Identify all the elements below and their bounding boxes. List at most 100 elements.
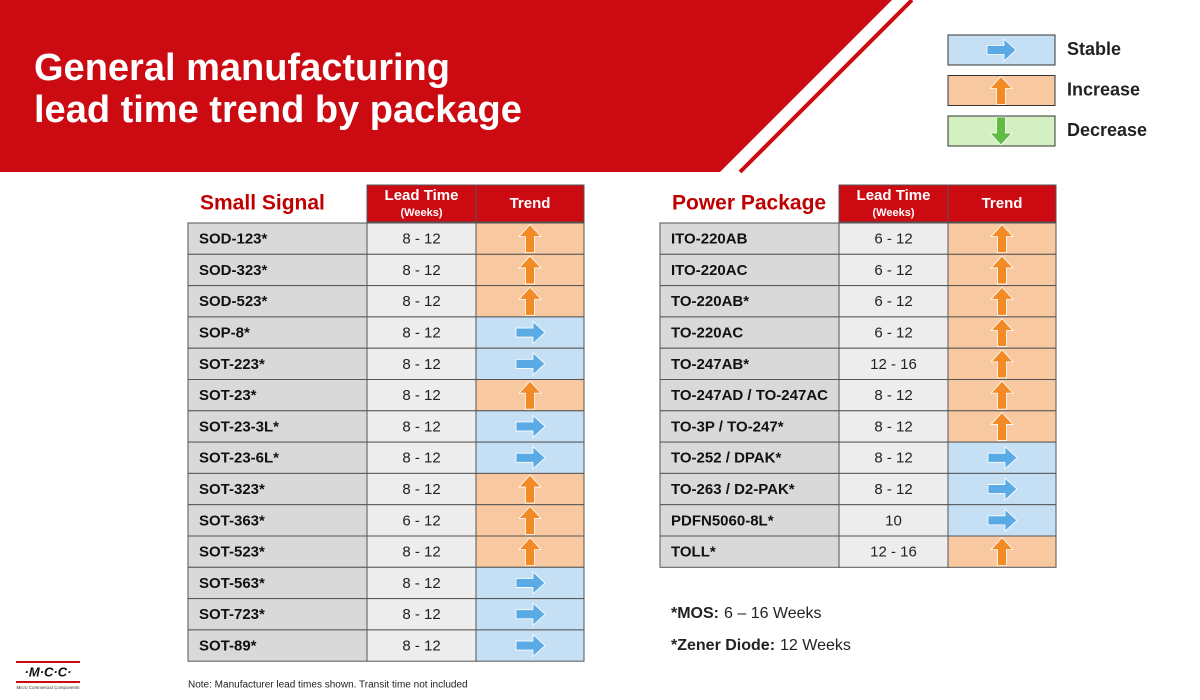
- package-name: ITO-220AB: [671, 231, 748, 248]
- trend-arrow: [987, 508, 1018, 533]
- trend-arrow: [518, 255, 542, 285]
- package-cell: [187, 222, 368, 255]
- lead-cell: [366, 629, 477, 662]
- package-name: SOP-8*: [199, 325, 250, 342]
- package-cell: [659, 253, 840, 287]
- package-name: TO-247AD / TO-247AC: [671, 387, 828, 404]
- lead-time: 8 - 12: [402, 387, 440, 404]
- package-name: SOT-363*: [199, 512, 265, 529]
- title-line: lead time trend by package: [34, 89, 522, 131]
- lead-time: 8 - 12: [402, 293, 440, 310]
- lead-time: 8 - 12: [874, 418, 912, 435]
- note-text: 12 Weeks: [780, 637, 851, 654]
- lead-time: 8 - 12: [874, 450, 912, 467]
- package-cell: [187, 504, 368, 537]
- lead-time: 8 - 12: [402, 575, 440, 592]
- trend-arrow: [518, 505, 542, 535]
- lead-cell: [366, 441, 477, 474]
- lead-time: 8 - 12: [402, 638, 440, 655]
- lead-time: 6 - 12: [874, 293, 912, 310]
- banner: [0, 0, 892, 172]
- package-name: TO-220AB*: [671, 293, 749, 310]
- package-cell: [187, 285, 368, 318]
- trend-arrow: [989, 116, 1013, 146]
- header-cell: [475, 184, 585, 223]
- trend-arrow: [990, 317, 1014, 347]
- header-cell: [366, 184, 477, 223]
- lead-cell: [838, 253, 949, 287]
- lead-cell: [838, 535, 949, 568]
- package-name: SOT-323*: [199, 481, 265, 498]
- package-cell: [187, 410, 368, 443]
- legend-label: Stable: [1067, 39, 1121, 59]
- package-name: SOT-223*: [199, 356, 265, 373]
- package-name: TO-252 / DPAK*: [671, 450, 781, 467]
- note-bold: *MOS:: [671, 605, 719, 622]
- package-name: TO-247AB*: [671, 356, 749, 373]
- trend-arrow: [518, 537, 542, 567]
- legend-label: Decrease: [1067, 120, 1147, 140]
- lead-time: 6 - 12: [402, 512, 440, 529]
- table-title: Power Package: [672, 192, 826, 215]
- trend-arrow: [515, 633, 546, 658]
- package-name: ITO-220AC: [671, 262, 748, 279]
- package-name: SOT-563*: [199, 575, 265, 592]
- package-name: SOT-723*: [199, 606, 265, 623]
- lead-time: 8 - 12: [402, 325, 440, 342]
- package-cell: [187, 629, 368, 662]
- lead-time: 8 - 12: [402, 356, 440, 373]
- note-text: 6 – 16 Weeks: [724, 605, 822, 622]
- trend-arrow: [990, 537, 1014, 567]
- content: Stable Increase Decrease Small Signal Lead T…: [16, 34, 1147, 691]
- trend-arrow: [990, 255, 1014, 285]
- title-line: General manufacturing: [34, 47, 450, 89]
- trend-arrow: [990, 349, 1014, 379]
- lead-cell: [838, 410, 949, 443]
- package-cell: [659, 504, 840, 537]
- note: *MOS: 6 – 16 Weeks: [671, 605, 822, 622]
- trend-arrow: [989, 75, 1013, 105]
- package-name: PDFN5060-8L*: [671, 512, 774, 529]
- trend-arrow: [515, 414, 546, 439]
- package-name: TOLL*: [671, 544, 716, 561]
- package-cell: [187, 441, 368, 474]
- header-label: Lead Time: [385, 187, 459, 204]
- package-name: SOT-23-6L*: [199, 450, 279, 467]
- trend-arrow: [518, 380, 542, 410]
- logo-name: Micro Commercial Components: [16, 685, 80, 690]
- lead-cell: [366, 285, 477, 318]
- lead-cell: [838, 379, 949, 412]
- logo-mark: ·M·C·C·: [25, 664, 72, 679]
- lead-time: 6 - 12: [874, 231, 912, 248]
- package-cell: [659, 441, 840, 474]
- package-name: SOD-523*: [199, 293, 268, 310]
- package-cell: [659, 410, 840, 443]
- trend-arrow: [987, 477, 1018, 501]
- note-bold: *Zener Diode:: [671, 637, 775, 654]
- lead-cell: [838, 472, 949, 506]
- header-label: Trend: [510, 195, 551, 212]
- lead-time: 12 - 16: [870, 356, 917, 373]
- lead-time: 8 - 12: [402, 481, 440, 498]
- trend-arrow: [986, 38, 1017, 62]
- trend-arrow: [515, 445, 546, 470]
- lead-time: 8 - 12: [402, 418, 440, 435]
- package-name: SOT-523*: [199, 544, 265, 561]
- package-cell: [187, 472, 368, 506]
- lead-cell: [366, 316, 477, 349]
- trend-arrow: [515, 320, 546, 345]
- package-name: TO-3P / TO-247*: [671, 418, 784, 435]
- lead-time: 8 - 12: [402, 262, 440, 279]
- trend-arrow: [990, 411, 1014, 441]
- lead-cell: [366, 566, 477, 600]
- footnote: Note: Manufacturer lead times shown. Tra…: [188, 680, 468, 691]
- table-title: Small Signal: [200, 192, 325, 215]
- trend-arrow: [515, 571, 546, 595]
- trend-arrow: [990, 286, 1014, 316]
- trend-arrow: [518, 474, 542, 504]
- trend-arrow: [515, 602, 546, 627]
- header-sublabel: (Weeks): [401, 207, 443, 219]
- trend-arrow: [518, 224, 542, 254]
- package-cell: [659, 535, 840, 568]
